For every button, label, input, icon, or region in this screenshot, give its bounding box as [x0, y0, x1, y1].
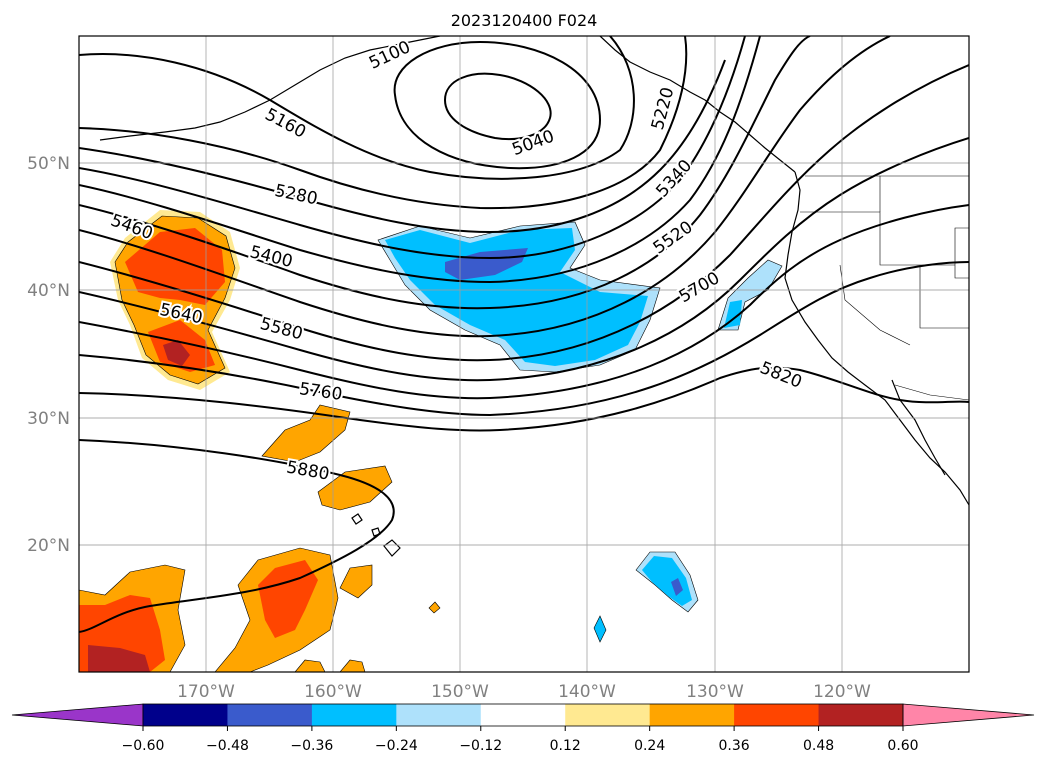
lat-label-40n: 40°N: [27, 281, 70, 301]
colorbar-segment: [311, 704, 397, 726]
colorbar-segment: [565, 704, 651, 726]
colorbar-tick-label: −0.48: [206, 738, 249, 754]
negative-anomaly-area: [642, 556, 692, 606]
height-contour-5160: [79, 36, 635, 180]
state-border: [839, 264, 911, 346]
positive-anomaly-area: [88, 645, 150, 672]
colorbar-tick-label: −0.24: [375, 738, 418, 754]
lon-label-140w: 140°W: [558, 682, 616, 702]
colorbar-tick-label: −0.36: [290, 738, 333, 754]
colorbar-segment: [143, 704, 228, 726]
positive-anomaly-area: [294, 659, 326, 672]
colorbar-segment: [227, 704, 313, 726]
positive-anomaly-area: [261, 404, 351, 463]
gridline-layer: [79, 36, 969, 672]
positive-anomaly-area: [258, 560, 318, 638]
map-title: 2023120400 F024: [451, 11, 598, 30]
colorbar-extend-low: [11, 703, 144, 727]
negative-anomaly-area: [671, 578, 683, 596]
negative-anomaly-area: [593, 615, 607, 643]
coastline-layer: [99, 36, 969, 557]
height-contour-5700: [79, 204, 969, 400]
hawaii-island: [383, 539, 401, 557]
height-contour-5280: [79, 59, 726, 234]
lon-label-160w: 160°W: [304, 682, 362, 702]
latitude-labels: 50°N 40°N 30°N 20°N: [27, 154, 70, 556]
height-contour-5220: [79, 36, 688, 210]
height-contour-5880: [79, 439, 395, 633]
lat-label-30n: 30°N: [27, 409, 70, 429]
colorbar: −0.60 −0.48 −0.36 −0.24 −0.12 0.12 0.24 0.36 0.4…: [11, 703, 1035, 754]
height-contour-5400: [79, 36, 761, 284]
alaska-coastline: [599, 36, 796, 173]
colorbar-segment: [734, 704, 820, 726]
height-contour-5040: [443, 72, 552, 141]
positive-anomaly-area: [428, 601, 441, 614]
mexico-border: [894, 384, 969, 401]
positive-anomaly-area: [163, 340, 190, 366]
height-contour-5520: [79, 36, 891, 338]
lon-label-150w: 150°W: [431, 682, 489, 702]
positive-anomaly-area: [339, 659, 366, 672]
colorbar-segment: [649, 704, 735, 726]
height-contour-5820: [79, 366, 969, 432]
aleutian-coastline: [99, 36, 441, 141]
colorbar-tick-label: −0.12: [459, 738, 502, 754]
colorbar-tick-label: 0.60: [887, 738, 918, 754]
colorbar-segment: [480, 704, 566, 726]
state-border: [954, 227, 969, 279]
height-contour-5640: [79, 137, 969, 382]
colorbar-tick-label: −0.60: [122, 738, 165, 754]
lat-label-20n: 20°N: [27, 536, 70, 556]
lon-label-170w: 170°W: [177, 682, 235, 702]
colorbar-tick-label: 0.48: [803, 738, 834, 754]
positive-anomaly-area: [339, 564, 373, 599]
colorbar-tick-label: 0.36: [719, 738, 750, 754]
height-contour-5340: [79, 36, 746, 260]
height-contour-5760: [79, 261, 969, 417]
state-border: [800, 211, 955, 266]
lon-label-130w: 130°W: [686, 682, 744, 702]
hawaii-island: [351, 513, 363, 525]
height-contour-layer: [79, 36, 969, 633]
colorbar-segment: [818, 704, 904, 726]
colorbar-tick-label: 0.12: [550, 738, 581, 754]
positive-anomaly-area: [125, 228, 225, 305]
shaded-field-layer: [79, 210, 783, 672]
north-america-coastline: [784, 171, 969, 506]
height-contour-5460: [79, 36, 811, 310]
colorbar-extend-high: [902, 703, 1035, 727]
lat-label-50n: 50°N: [27, 154, 70, 174]
lon-label-120w: 120°W: [813, 682, 871, 702]
height-contour-5100: [393, 40, 602, 170]
height-contour-5580: [79, 64, 969, 362]
state-border: [919, 265, 969, 329]
map-border: [78, 35, 970, 673]
baja-coastline: [891, 379, 946, 476]
negative-anomaly-area: [724, 300, 742, 328]
colorbar-tick-label: 0.24: [634, 738, 665, 754]
colorbar-outline: [142, 703, 904, 727]
longitude-labels: 170°W 160°W 150°W 140°W 130°W 120°W: [177, 682, 871, 702]
colorbar-segment: [396, 704, 482, 726]
negative-anomaly-area: [445, 248, 528, 280]
